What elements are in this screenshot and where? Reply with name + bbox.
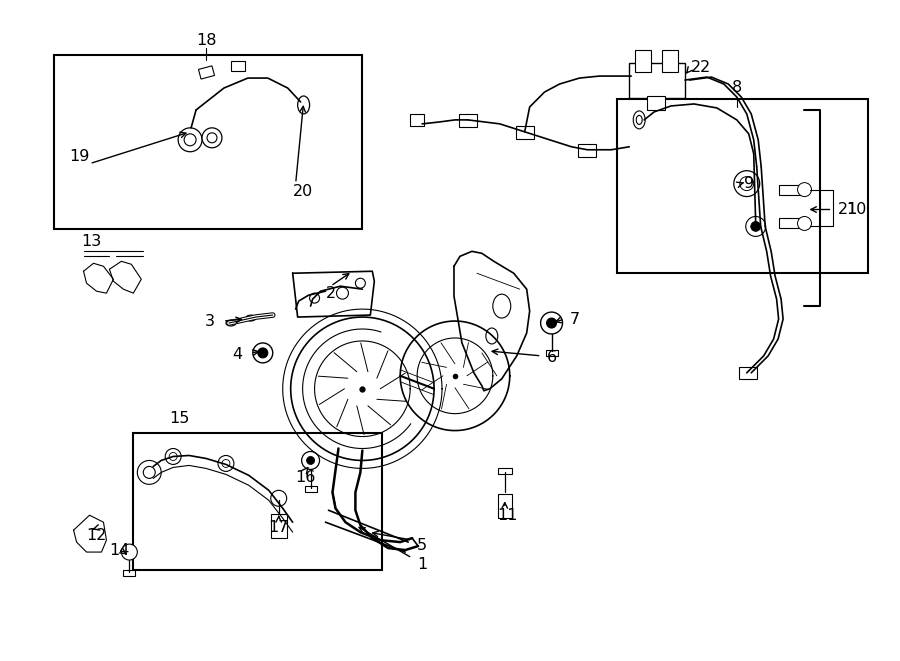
Circle shape — [202, 128, 222, 148]
Text: 10: 10 — [846, 202, 867, 217]
Circle shape — [166, 449, 181, 465]
Bar — [271, 514, 287, 538]
Circle shape — [184, 134, 196, 146]
Text: 6: 6 — [546, 350, 556, 366]
Bar — [739, 367, 757, 379]
Bar — [199, 66, 214, 79]
Ellipse shape — [246, 315, 256, 321]
Circle shape — [169, 453, 177, 461]
Ellipse shape — [636, 116, 643, 124]
Circle shape — [734, 171, 760, 196]
Text: 8: 8 — [732, 79, 742, 95]
Text: 4: 4 — [233, 348, 243, 362]
Circle shape — [143, 467, 155, 479]
Text: 3: 3 — [205, 313, 215, 329]
Circle shape — [253, 343, 273, 363]
Text: 2: 2 — [326, 286, 336, 301]
FancyBboxPatch shape — [617, 99, 868, 273]
FancyBboxPatch shape — [54, 55, 363, 229]
Text: 1: 1 — [417, 557, 428, 572]
Circle shape — [207, 133, 217, 143]
Text: 11: 11 — [498, 508, 518, 523]
Bar — [647, 96, 665, 110]
Circle shape — [310, 293, 320, 303]
Circle shape — [307, 457, 315, 465]
Bar — [545, 350, 557, 356]
Bar — [123, 570, 135, 576]
Bar — [635, 50, 652, 72]
Circle shape — [302, 451, 319, 469]
Text: 13: 13 — [81, 234, 102, 249]
Circle shape — [222, 459, 230, 467]
Text: 17: 17 — [268, 520, 289, 535]
Circle shape — [122, 544, 138, 560]
Bar — [498, 469, 512, 475]
Text: 14: 14 — [109, 543, 130, 558]
Circle shape — [178, 128, 202, 152]
Bar — [579, 144, 597, 157]
Circle shape — [546, 318, 556, 328]
Bar — [410, 114, 424, 126]
Ellipse shape — [634, 111, 645, 129]
Text: 20: 20 — [292, 184, 312, 199]
Ellipse shape — [486, 328, 498, 344]
Circle shape — [797, 182, 812, 196]
Bar — [629, 63, 685, 98]
Text: 15: 15 — [169, 411, 189, 426]
Text: 18: 18 — [196, 33, 216, 48]
Circle shape — [797, 217, 812, 231]
Text: 16: 16 — [295, 470, 316, 485]
Ellipse shape — [493, 294, 510, 318]
Bar — [304, 486, 317, 492]
Text: 5: 5 — [417, 537, 428, 553]
Circle shape — [138, 461, 161, 485]
Circle shape — [337, 287, 348, 299]
Ellipse shape — [226, 320, 236, 326]
Circle shape — [271, 490, 287, 506]
Text: 9: 9 — [743, 176, 754, 191]
Bar — [662, 50, 678, 72]
Circle shape — [218, 455, 234, 471]
Circle shape — [746, 217, 766, 237]
Text: 21: 21 — [839, 202, 859, 217]
Bar — [498, 494, 512, 518]
Text: 12: 12 — [86, 527, 107, 543]
Circle shape — [257, 348, 268, 358]
Circle shape — [751, 221, 760, 231]
Bar — [459, 114, 477, 127]
Circle shape — [356, 278, 365, 288]
Circle shape — [541, 312, 562, 334]
Text: 19: 19 — [69, 149, 90, 164]
Text: 22: 22 — [691, 59, 711, 75]
Bar — [231, 61, 245, 71]
Text: 7: 7 — [570, 311, 580, 327]
Bar — [778, 184, 803, 194]
FancyBboxPatch shape — [133, 432, 382, 570]
Bar — [516, 126, 534, 139]
Bar — [778, 219, 803, 229]
Ellipse shape — [298, 96, 310, 114]
Circle shape — [740, 176, 753, 190]
